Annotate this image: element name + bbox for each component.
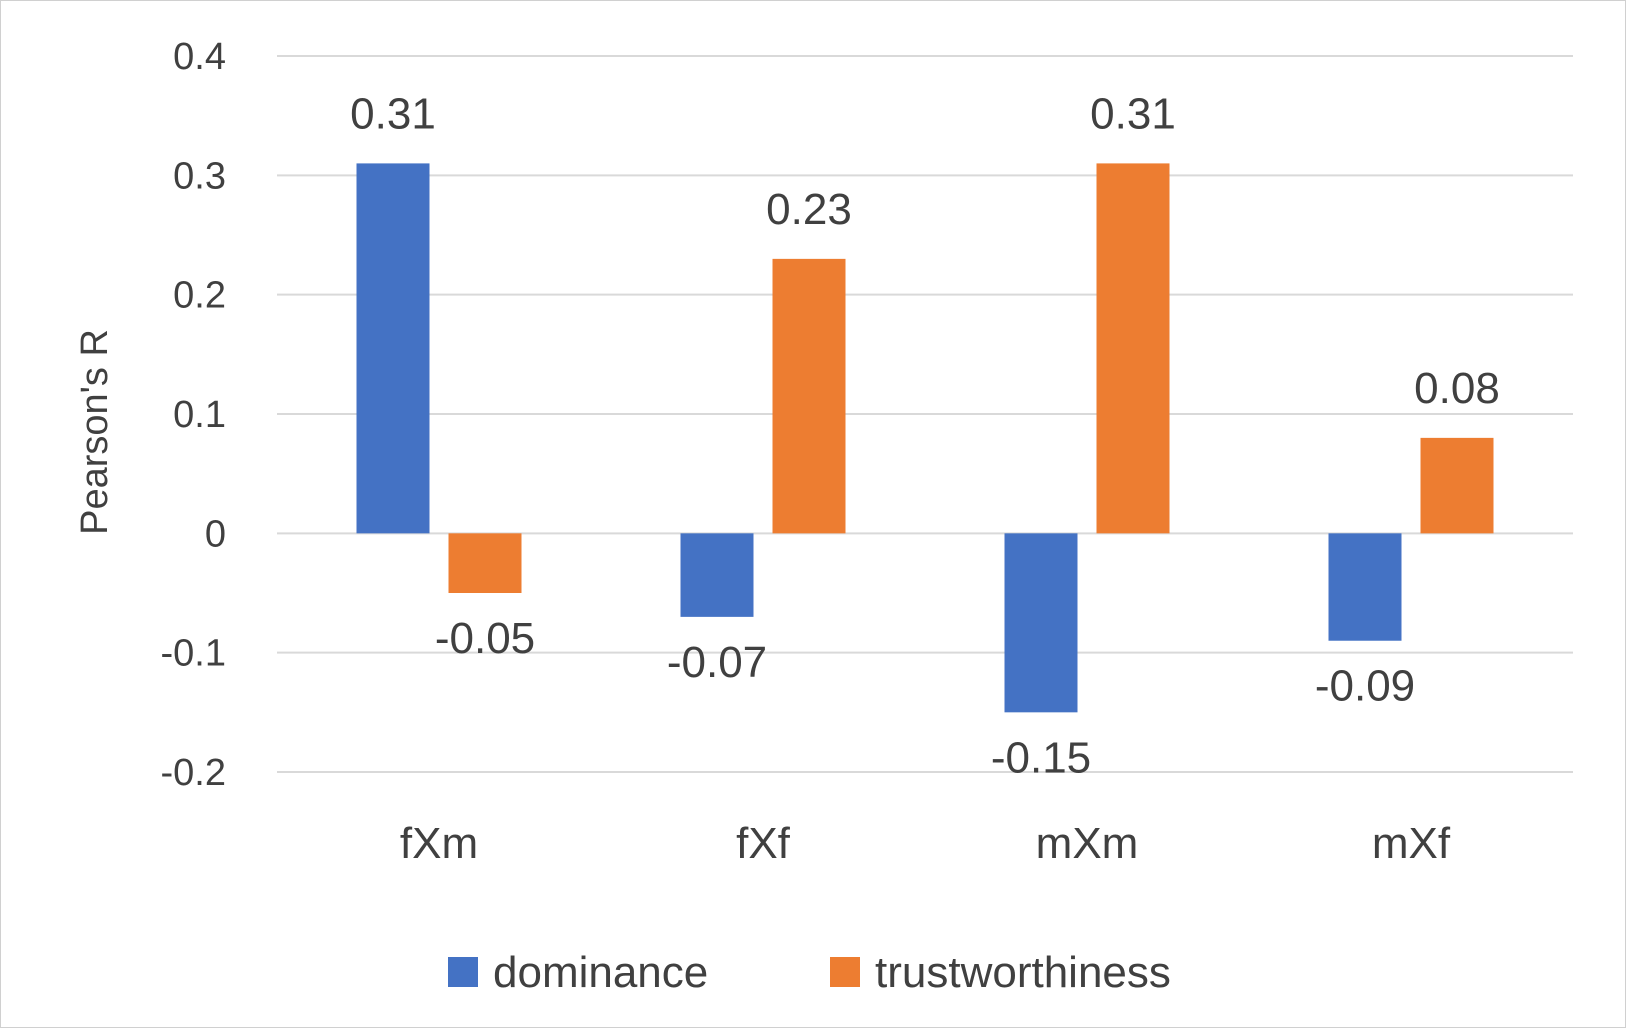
x-tick-label: mXf xyxy=(1372,819,1451,868)
legend: dominance trustworthiness xyxy=(448,948,1171,997)
data-labels: 0.31 -0.05 -0.07 0.23 -0.15 0.31 -0.09 0.08 xyxy=(350,89,1500,782)
legend-swatch xyxy=(448,957,478,987)
legend-swatch xyxy=(830,957,860,987)
data-label-dominance-mXm: -0.15 xyxy=(991,733,1091,782)
data-label-dominance-fXm: 0.31 xyxy=(350,89,436,138)
data-label-trustworthiness-fXm: -0.05 xyxy=(435,614,535,663)
y-tick-label: 0.1 xyxy=(173,394,226,436)
bars xyxy=(356,163,1494,713)
data-label-dominance-mXf: -0.09 xyxy=(1315,662,1415,711)
data-label-dominance-fXf: -0.07 xyxy=(667,638,767,687)
y-axis-label: Pearson's R xyxy=(74,329,116,535)
data-label-trustworthiness-fXf: 0.23 xyxy=(766,185,852,234)
y-tick-label: -0.1 xyxy=(161,633,226,675)
legend-item-trustworthiness: trustworthiness xyxy=(830,948,1171,997)
x-tick-label: mXm xyxy=(1036,819,1139,868)
y-tick-label: 0 xyxy=(205,513,226,555)
bar-trustworthiness-mXf xyxy=(1420,437,1494,534)
legend-item-dominance: dominance xyxy=(448,948,708,997)
x-tick-label: fXf xyxy=(736,819,791,868)
legend-label: dominance xyxy=(493,948,708,997)
y-tick-label: 0.2 xyxy=(173,275,226,317)
x-tick-label: fXm xyxy=(400,819,478,868)
y-tick-label: 0.3 xyxy=(173,155,226,197)
x-axis-categories: fXm fXf mXm mXf xyxy=(400,819,1451,868)
bar-trustworthiness-fXm xyxy=(448,533,522,593)
bar-trustworthiness-fXf xyxy=(772,258,846,534)
bar-dominance-mXm xyxy=(1004,533,1078,713)
y-tick-label: 0.4 xyxy=(173,36,226,78)
bar-trustworthiness-mXm xyxy=(1096,163,1170,534)
bar-dominance-mXf xyxy=(1328,533,1402,641)
bar-dominance-fXf xyxy=(680,533,754,617)
legend-label: trustworthiness xyxy=(875,948,1171,997)
y-axis-ticks: 0.4 0.3 0.2 0.1 0 -0.1 -0.2 xyxy=(161,36,226,794)
data-label-trustworthiness-mXf: 0.08 xyxy=(1414,364,1500,413)
data-label-trustworthiness-mXm: 0.31 xyxy=(1090,89,1176,138)
bar-dominance-fXm xyxy=(356,163,430,534)
y-tick-label: -0.2 xyxy=(161,752,226,794)
